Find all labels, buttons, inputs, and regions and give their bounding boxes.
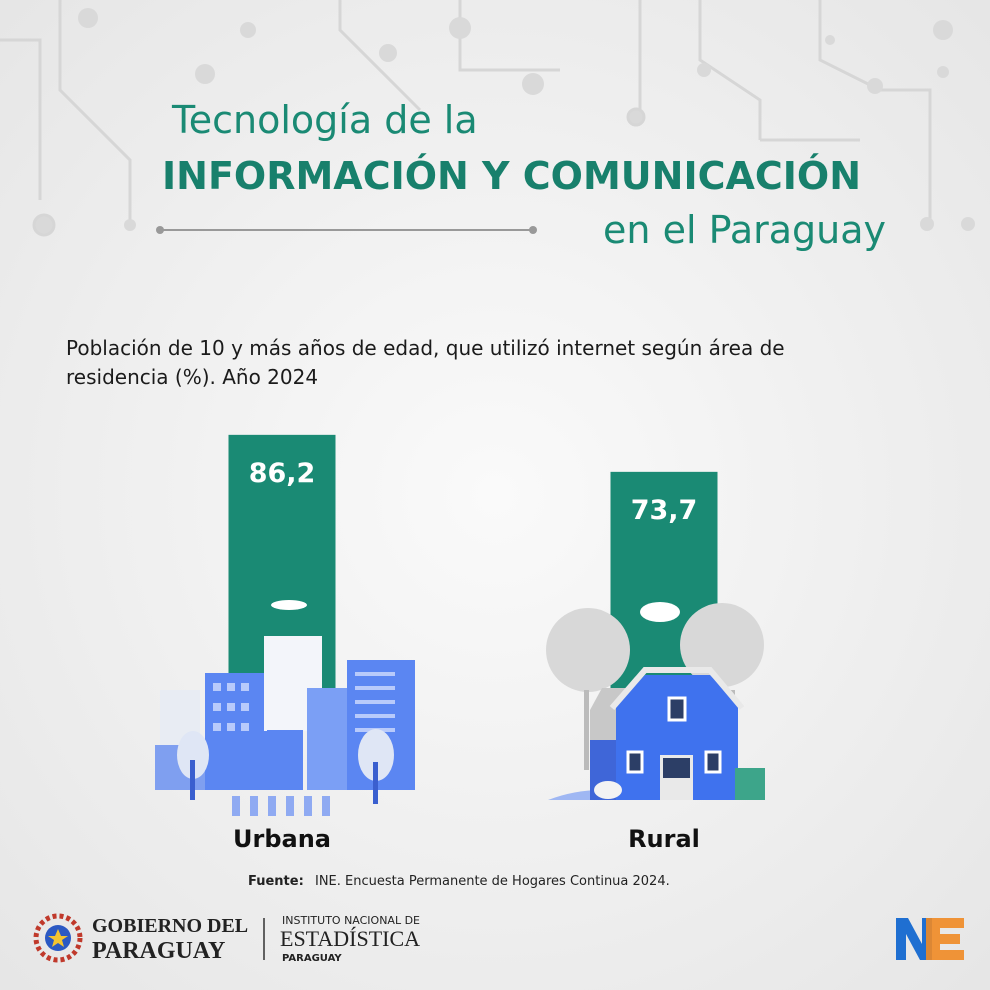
gov-logo-line-2: PARAGUAY (92, 938, 225, 964)
ine-logo-line-2: ESTADÍSTICA (280, 926, 420, 951)
source-label: Fuente: (248, 874, 304, 889)
source-text: INE. Encuesta Permanente de Hogares Cont… (315, 874, 670, 889)
farm-illustration (546, 602, 765, 800)
government-logo: GOBIERNO DEL PARAGUAY INSTITUTO NACIONAL… (33, 913, 420, 964)
ine-logo-line-1: INSTITUTO NACIONAL DE (282, 914, 420, 927)
title-line-3: en el Paraguay (603, 208, 886, 252)
subtitle-line-1: Población de 10 y más años de edad, que … (66, 336, 785, 360)
divider-dot (529, 226, 537, 234)
divider-dot (156, 226, 164, 234)
category-label: Urbana (233, 825, 331, 853)
value-label: 73,7 (631, 495, 698, 526)
circuit-decoration (0, 0, 975, 237)
ine-logo-line-3: PARAGUAY (282, 953, 342, 964)
subtitle-line-2: residencia (%). Año 2024 (66, 365, 318, 389)
ine-icon (896, 918, 964, 960)
title-line-1: Tecnología de la (171, 98, 478, 142)
title-line-2: INFORMACIÓN Y COMUNICACIÓN (162, 154, 861, 198)
category-label: Rural (628, 825, 700, 853)
value-label: 86,2 (249, 458, 316, 489)
city-illustration (155, 600, 415, 816)
gov-logo-line-1: GOBIERNO DEL (92, 915, 248, 937)
